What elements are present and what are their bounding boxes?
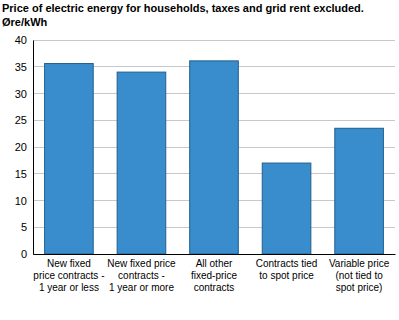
x-axis-line <box>34 254 396 255</box>
y-tick: 5 <box>21 221 33 233</box>
x-tick-label-line: Variable price <box>329 258 390 269</box>
x-tick-label-line: New fixed <box>47 258 91 269</box>
y-tick: 40 <box>15 34 33 46</box>
x-tick-label: New fixed pricecontracts -1 year or more <box>107 258 176 293</box>
grid <box>33 40 395 254</box>
y-tick-label: 5 <box>21 221 27 233</box>
y-tick-label: 35 <box>15 61 27 73</box>
x-tick-label-line: to spot price <box>259 270 314 281</box>
bar <box>45 64 94 254</box>
y-tick-label: 20 <box>15 141 27 153</box>
y-tick: 35 <box>15 61 33 73</box>
plot: 0 5 10 15 20 25 30 35 40 New fixedprice contracts… <box>15 34 396 293</box>
x-tick: New fixed pricecontracts -1 year or more <box>107 254 176 293</box>
bars <box>45 61 384 254</box>
x-tick-label: New fixedprice contracts -1 year or less <box>33 258 104 293</box>
x-tick-label-line: All other <box>196 258 233 269</box>
x-tick: Contracts tiedto spot price <box>256 254 318 281</box>
x-tick-label-line: (not tied to <box>335 270 383 281</box>
x-axis: New fixedprice contracts -1 year or less… <box>33 254 395 293</box>
x-tick: Variable price(not tied tospot price) <box>329 254 390 293</box>
x-tick-label-line: Contracts tied <box>256 258 318 269</box>
x-tick-label-line: fixed-price <box>191 270 238 281</box>
title-line: Price of electric energy for households,… <box>2 2 364 14</box>
y-tick-label: 0 <box>21 248 27 260</box>
x-tick-label-line: 1 year or more <box>109 282 174 293</box>
x-tick-label: Contracts tiedto spot price <box>256 258 318 281</box>
x-tick-label-line: 1 year or less <box>39 282 99 293</box>
x-tick-label: All otherfixed-pricecontracts <box>191 258 238 293</box>
y-tick-label: 40 <box>15 34 27 46</box>
y-tick-label: 10 <box>15 195 27 207</box>
bar <box>335 128 384 254</box>
bar <box>117 72 166 254</box>
x-tick-label-line: contracts <box>194 282 235 293</box>
grid-line <box>33 40 395 41</box>
x-tick-label-line: spot price) <box>336 282 383 293</box>
x-tick-label-line: price contracts - <box>33 270 104 281</box>
x-tick: All otherfixed-pricecontracts <box>191 254 238 293</box>
title-line: Øre/kWh <box>2 16 48 28</box>
x-tick-label-line: contracts - <box>118 270 165 281</box>
y-axis: 0 5 10 15 20 25 30 35 40 <box>15 34 34 260</box>
title: Price of electric energy for households,… <box>2 2 364 28</box>
y-tick-label: 30 <box>15 88 27 100</box>
x-tick: New fixedprice contracts -1 year or less <box>33 254 104 293</box>
x-tick-label: Variable price(not tied tospot price) <box>329 258 390 293</box>
x-tick-label-line: New fixed price <box>107 258 176 269</box>
y-tick-label: 15 <box>15 168 27 180</box>
y-tick: 0 <box>21 248 33 260</box>
y-tick: 10 <box>15 195 33 207</box>
y-axis-line <box>33 41 34 255</box>
chart: Price of electric energy for households,… <box>0 0 399 320</box>
bar <box>262 163 311 254</box>
y-tick: 25 <box>15 114 33 126</box>
y-tick: 20 <box>15 141 33 153</box>
bar <box>190 61 239 254</box>
y-tick: 15 <box>15 168 33 180</box>
y-tick-label: 25 <box>15 114 27 126</box>
y-tick: 30 <box>15 88 33 100</box>
